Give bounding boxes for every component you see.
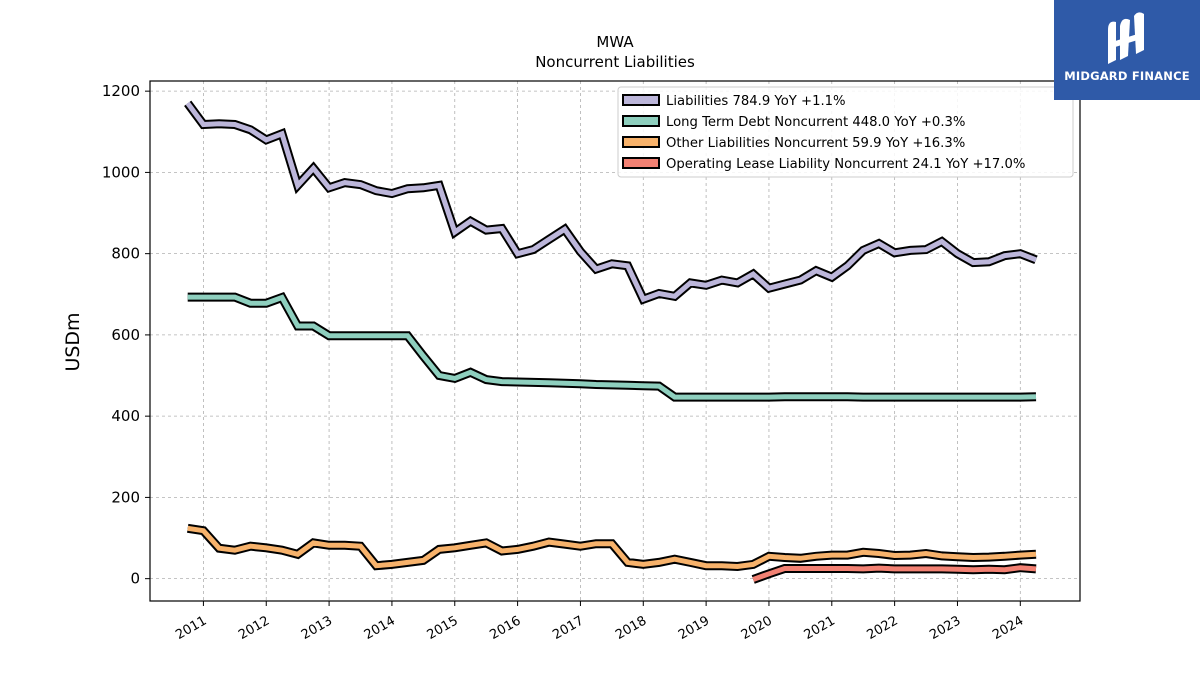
x-axis: 2011 2012 2013 2014 2015 2016 2017 2018 2019 2020… — [173, 601, 1026, 643]
midgard-m-logo-icon — [1108, 12, 1144, 64]
legend-label: Operating Lease Liability Noncurrent 24.… — [666, 157, 1025, 172]
x-tick-label: 2023 — [927, 613, 963, 643]
y-tick-label: 800 — [111, 245, 140, 263]
x-tick-label: 2013 — [299, 613, 335, 643]
legend-swatch — [622, 136, 660, 148]
x-tick-label: 2012 — [236, 613, 272, 643]
legend-label: Other Liabilities Noncurrent 59.9 YoY +1… — [666, 136, 965, 151]
legend-label: Liabilities 784.9 YoY +1.1% — [666, 94, 846, 109]
series-line — [752, 565, 1037, 582]
brand-name: MIDGARD FINANCE — [1064, 69, 1190, 83]
x-tick-label: 2019 — [676, 613, 712, 643]
legend-swatch — [622, 157, 660, 169]
y-tick-label: 1000 — [102, 163, 140, 181]
x-tick-label: 2014 — [362, 613, 398, 643]
x-tick-label: 2016 — [487, 613, 523, 643]
x-tick-label: 2021 — [802, 613, 838, 643]
series-layer — [184, 100, 1038, 584]
plot-area-frame — [149, 80, 1081, 602]
legend-frame — [617, 86, 1074, 178]
legend-label: Long Term Debt Noncurrent 448.0 YoY +0.3… — [666, 115, 965, 130]
y-tick-label: 0 — [130, 570, 140, 588]
series-line-outline — [187, 291, 1037, 402]
y-tick-label: 1200 — [102, 82, 140, 100]
x-tick-label: 2024 — [990, 613, 1026, 643]
brand-logo: MIDGARD FINANCE — [1054, 0, 1200, 100]
x-tick-label: 2020 — [739, 613, 775, 643]
y-axis-label: USDm — [62, 312, 84, 371]
series-0 — [184, 100, 1038, 305]
x-tick-label: 2018 — [613, 613, 649, 643]
x-tick-label: 2017 — [550, 613, 586, 643]
series-line — [187, 294, 1037, 400]
series-3 — [751, 563, 1037, 584]
y-tick-label: 600 — [111, 326, 140, 344]
legend: Liabilities 784.9 YoY +1.1% Long Term Deb… — [617, 86, 1074, 178]
chart-subtitle: Noncurrent Liabilities — [535, 53, 695, 71]
series-line — [187, 525, 1037, 570]
series-1 — [187, 291, 1037, 402]
series-line — [185, 101, 1037, 303]
legend-swatch — [622, 94, 660, 106]
y-axis: 0 200 400 600 800 1000 1200 — [102, 82, 150, 588]
x-tick-label: 2011 — [173, 613, 209, 643]
chart-title: MWA — [596, 33, 634, 51]
x-tick-label: 2015 — [425, 613, 461, 643]
y-tick-label: 200 — [111, 488, 140, 506]
series-2 — [187, 523, 1037, 572]
legend-swatch — [622, 115, 660, 127]
y-tick-label: 400 — [111, 407, 140, 425]
x-tick-label: 2022 — [864, 613, 900, 643]
